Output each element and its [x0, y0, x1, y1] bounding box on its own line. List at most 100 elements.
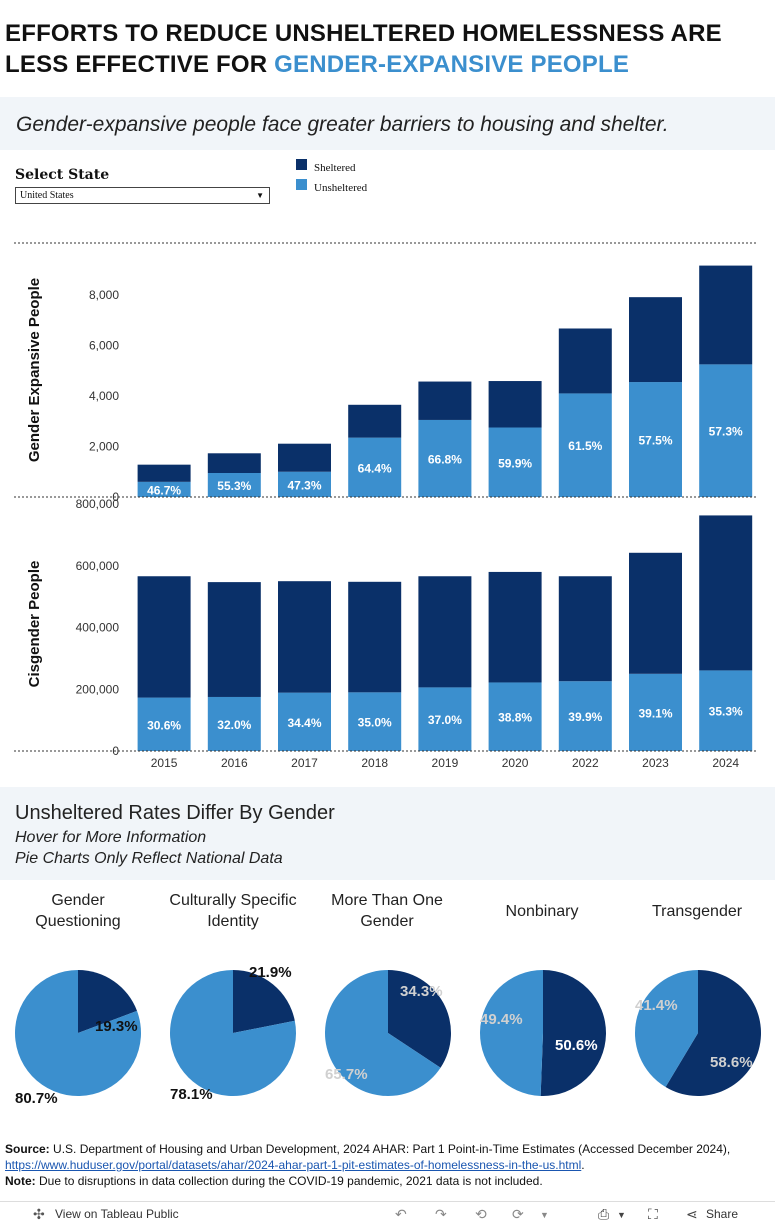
cis-ytick-label: 200,000: [76, 682, 120, 696]
pie-2-slice-unsheltered[interactable]: [325, 970, 441, 1096]
refresh-menu-chevron-icon[interactable]: ▼: [540, 1210, 549, 1220]
fullscreen-icon[interactable]: ⛶: [648, 1206, 658, 1222]
ge-data-label-2015: 46.7%: [147, 483, 181, 497]
state-select[interactable]: United States ▼: [15, 187, 270, 204]
x-tick-label-2016: 2016: [221, 756, 248, 770]
ge-bar-sheltered-2018[interactable]: [348, 404, 402, 438]
cis-data-label-2024: 35.3%: [709, 705, 743, 719]
x-tick-label-2022: 2022: [572, 756, 599, 770]
cis-data-label-2015: 30.6%: [147, 718, 181, 732]
cis-bar-unsheltered-2022[interactable]: [558, 681, 612, 751]
source-link[interactable]: https://www.huduser.gov/portal/datasets/…: [5, 1158, 582, 1172]
state-select-value: United States: [20, 190, 74, 201]
legend-label-unsheltered[interactable]: Unsheltered: [314, 182, 368, 194]
cis-bar-sheltered-2019[interactable]: [418, 576, 472, 688]
source-text: U.S. Department of Housing and Urban Dev…: [53, 1142, 731, 1156]
ge-bar-unsheltered-2018[interactable]: [348, 437, 402, 497]
share-icon[interactable]: ⋖: [686, 1206, 698, 1222]
pie-4-slice-unsheltered[interactable]: [634, 970, 698, 1088]
ge-bar-sheltered-2019[interactable]: [418, 381, 472, 420]
pie-0-slice-unsheltered[interactable]: [14, 970, 141, 1096]
pie-0-label-unsheltered: 80.7%: [15, 1090, 58, 1107]
cis-data-label-2018: 35.0%: [358, 716, 392, 730]
x-tick-label-2023: 2023: [642, 756, 669, 770]
ge-bar-sheltered-2024[interactable]: [699, 265, 753, 365]
cis-bar-unsheltered-2015[interactable]: [137, 697, 191, 751]
ge-y-axis-title: Gender Expansive People: [26, 278, 43, 462]
note-text: Due to disruptions in data collection du…: [39, 1174, 543, 1188]
pie-3-slice-unsheltered[interactable]: [479, 970, 543, 1096]
ge-bar-unsheltered-2020[interactable]: [488, 427, 542, 497]
x-tick-label-2019: 2019: [432, 756, 459, 770]
page-title-line-2: LESS EFFECTIVE FOR GENDER-EXPANSIVE PEOP…: [5, 51, 629, 79]
page-title-line-1: EFFORTS TO REDUCE UNSHELTERED HOMELESSNE…: [5, 20, 722, 47]
cis-ytick-label: 600,000: [76, 559, 120, 573]
cis-bar-unsheltered-2019[interactable]: [418, 687, 472, 751]
redo-icon[interactable]: ↷: [435, 1206, 447, 1222]
pie-3-label-unsheltered: 49.4%: [480, 1011, 523, 1028]
cis-bar-unsheltered-2017[interactable]: [278, 692, 331, 751]
cis-bar-unsheltered-2024[interactable]: [699, 670, 753, 751]
pie-1-slice-unsheltered[interactable]: [170, 970, 297, 1096]
download-chevron-icon[interactable]: ▼: [617, 1210, 626, 1220]
ge-data-label-2018: 64.4%: [358, 461, 392, 475]
cis-bar-unsheltered-2018[interactable]: [348, 692, 402, 751]
pie-3-slice-sheltered[interactable]: [540, 970, 606, 1096]
ge-bar-unsheltered-2023[interactable]: [629, 382, 682, 497]
cis-bar-unsheltered-2023[interactable]: [629, 673, 682, 751]
cis-bar-sheltered-2018[interactable]: [348, 581, 402, 693]
cis-bar-sheltered-2020[interactable]: [488, 571, 542, 683]
pie-0-label-sheltered: 19.3%: [95, 1018, 138, 1035]
x-tick-label-2024: 2024: [712, 756, 739, 770]
ge-bar-sheltered-2017[interactable]: [278, 443, 331, 472]
cis-bar-unsheltered-2016[interactable]: [207, 696, 261, 751]
ge-bar-unsheltered-2015[interactable]: [137, 481, 191, 497]
cis-bar-sheltered-2022[interactable]: [558, 576, 612, 682]
cis-bar-sheltered-2016[interactable]: [207, 582, 261, 697]
cis-bar-sheltered-2024[interactable]: [699, 515, 753, 671]
pie-1-label-sheltered: 21.9%: [249, 964, 292, 981]
undo-icon[interactable]: ↶: [395, 1206, 407, 1222]
pie-3-label-sheltered: 50.6%: [555, 1037, 598, 1054]
pie-4-slice-sheltered[interactable]: [665, 970, 761, 1096]
cis-data-label-2020: 38.8%: [498, 711, 532, 725]
pie-2-slice-sheltered[interactable]: [388, 970, 451, 1068]
ge-data-label-2024: 57.3%: [709, 425, 743, 439]
x-tick-label-2015: 2015: [151, 756, 178, 770]
cis-bar-sheltered-2017[interactable]: [278, 581, 331, 693]
pies-section-title: Unsheltered Rates Differ By Gender: [15, 802, 335, 824]
note-label: Note:: [5, 1174, 36, 1188]
ge-bar-unsheltered-2017[interactable]: [278, 471, 331, 497]
ge-bar-sheltered-2015[interactable]: [137, 464, 191, 482]
x-tick-label-2018: 2018: [361, 756, 388, 770]
ge-bar-unsheltered-2019[interactable]: [418, 419, 472, 497]
cis-bar-sheltered-2015[interactable]: [137, 576, 191, 698]
pie-title-more-than-one: More Than One Gender: [331, 892, 443, 930]
cis-bar-sheltered-2023[interactable]: [629, 552, 682, 674]
revert-icon[interactable]: ⟲: [475, 1206, 487, 1222]
source-label: Source:: [5, 1142, 50, 1156]
ge-ytick-label: 4,000: [89, 389, 119, 403]
ge-bar-sheltered-2020[interactable]: [488, 381, 542, 428]
ge-bar-unsheltered-2016[interactable]: [207, 473, 261, 497]
download-icon[interactable]: ⎙: [598, 1206, 610, 1222]
ge-bar-sheltered-2016[interactable]: [207, 453, 261, 473]
tableau-logo-icon: ✣: [33, 1206, 45, 1222]
pie-charts[interactable]: 19.3% 80.7% 21.9% 78.1% 34.3% 65.7% 50.6% 49.4%…: [0, 955, 775, 1115]
ge-bar-unsheltered-2022[interactable]: [558, 393, 612, 497]
cis-bar-unsheltered-2020[interactable]: [488, 682, 542, 751]
pie-0-slice-sheltered[interactable]: [78, 970, 138, 1033]
ge-bar-sheltered-2022[interactable]: [558, 328, 612, 394]
view-on-tableau-link[interactable]: View on Tableau Public: [55, 1207, 179, 1221]
refresh-icon[interactable]: ⟳: [512, 1206, 524, 1222]
chevron-down-icon[interactable]: ▼: [256, 191, 264, 200]
ge-bar-unsheltered-2024[interactable]: [699, 364, 753, 497]
pie-1-slice-sheltered[interactable]: [233, 970, 295, 1033]
ge-bar-sheltered-2023[interactable]: [629, 297, 682, 383]
source-note: Source: U.S. Department of Housing and U…: [5, 1142, 731, 1188]
pie-2-label-sheltered: 34.3%: [400, 983, 443, 1000]
share-button[interactable]: Share: [706, 1207, 739, 1221]
pie-4-label-unsheltered: 41.4%: [635, 997, 678, 1014]
legend-label-sheltered[interactable]: Sheltered: [314, 162, 356, 174]
